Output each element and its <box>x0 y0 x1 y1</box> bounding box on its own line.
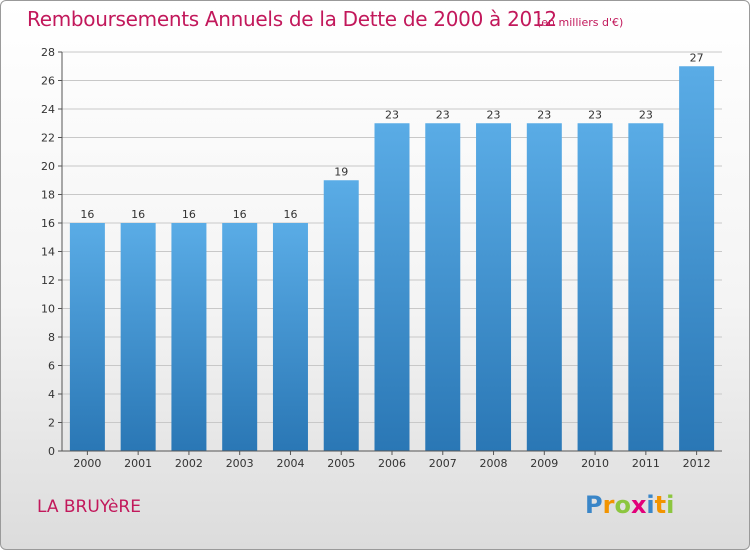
bar-2012 <box>679 66 715 451</box>
x-tick-label-2011: 2011 <box>632 457 660 470</box>
y-tick-label: 24 <box>41 103 55 116</box>
logo-letter: i <box>666 491 675 519</box>
chart-subtitle: (en milliers d'€) <box>537 16 624 29</box>
x-tick-label-2012: 2012 <box>683 457 711 470</box>
bar-2000 <box>69 223 105 451</box>
x-tick-label-2010: 2010 <box>581 457 609 470</box>
x-tick-label-2007: 2007 <box>429 457 457 470</box>
data-label-2008: 23 <box>487 108 501 121</box>
data-label-2002: 16 <box>182 208 196 221</box>
x-tick-label-2001: 2001 <box>124 457 152 470</box>
bar-2005 <box>323 180 359 451</box>
y-tick-label: 12 <box>41 274 55 287</box>
logo-letter: P <box>585 491 603 519</box>
data-label-2010: 23 <box>588 108 602 121</box>
bar-2010 <box>577 123 613 451</box>
y-tick-label: 2 <box>48 417 55 430</box>
logo-letter: i <box>646 491 655 519</box>
data-label-2004: 16 <box>283 208 297 221</box>
location-label: LA BRUYèRE <box>37 497 141 517</box>
data-label-2011: 23 <box>639 108 653 121</box>
x-tick-label-2003: 2003 <box>226 457 254 470</box>
x-tick-label-2002: 2002 <box>175 457 203 470</box>
x-tick-label-2005: 2005 <box>327 457 355 470</box>
y-tick-label: 6 <box>48 360 55 373</box>
bar-2003 <box>222 223 258 451</box>
y-tick-label: 26 <box>41 75 55 88</box>
y-tick-label: 0 <box>48 445 55 458</box>
x-tick-label-2004: 2004 <box>276 457 304 470</box>
chart-title: Remboursements Annuels de la Dette de 20… <box>27 7 557 31</box>
data-label-2006: 23 <box>385 108 399 121</box>
bar-2007 <box>425 123 461 451</box>
axes <box>58 51 722 455</box>
bar-2006 <box>374 123 410 451</box>
bar-2004 <box>272 223 308 451</box>
x-tick-label-2000: 2000 <box>73 457 101 470</box>
logo-letter: r <box>602 491 615 519</box>
data-label-2001: 16 <box>131 208 145 221</box>
x-tick-label-2006: 2006 <box>378 457 406 470</box>
y-tick-label: 20 <box>41 160 55 173</box>
bar-2011 <box>628 123 664 451</box>
y-tick-label: 16 <box>41 217 55 230</box>
labels: 0246810121416182022242628162000162001162… <box>41 46 711 470</box>
bars <box>69 66 715 451</box>
y-tick-label: 10 <box>41 303 55 316</box>
y-tick-label: 4 <box>48 388 55 401</box>
y-tick-label: 8 <box>48 331 55 344</box>
y-tick-label: 18 <box>41 189 55 202</box>
logo-letter: t <box>654 491 667 519</box>
logo-letter: o <box>614 491 631 519</box>
bar-2009 <box>526 123 562 451</box>
y-tick-label: 22 <box>41 132 55 145</box>
y-tick-label: 14 <box>41 246 55 259</box>
bar-2008 <box>476 123 512 451</box>
data-label-2012: 27 <box>690 51 704 64</box>
data-label-2000: 16 <box>80 208 94 221</box>
x-tick-label-2008: 2008 <box>480 457 508 470</box>
data-label-2005: 19 <box>334 165 348 178</box>
data-label-2009: 23 <box>537 108 551 121</box>
logo-letter: x <box>630 491 647 519</box>
x-tick-label-2009: 2009 <box>530 457 558 470</box>
data-label-2007: 23 <box>436 108 450 121</box>
bar-2002 <box>171 223 207 451</box>
data-label-2003: 16 <box>233 208 247 221</box>
y-tick-label: 28 <box>41 46 55 59</box>
proxiti-logo: Proxiti <box>585 491 674 519</box>
bar-2001 <box>120 223 156 451</box>
